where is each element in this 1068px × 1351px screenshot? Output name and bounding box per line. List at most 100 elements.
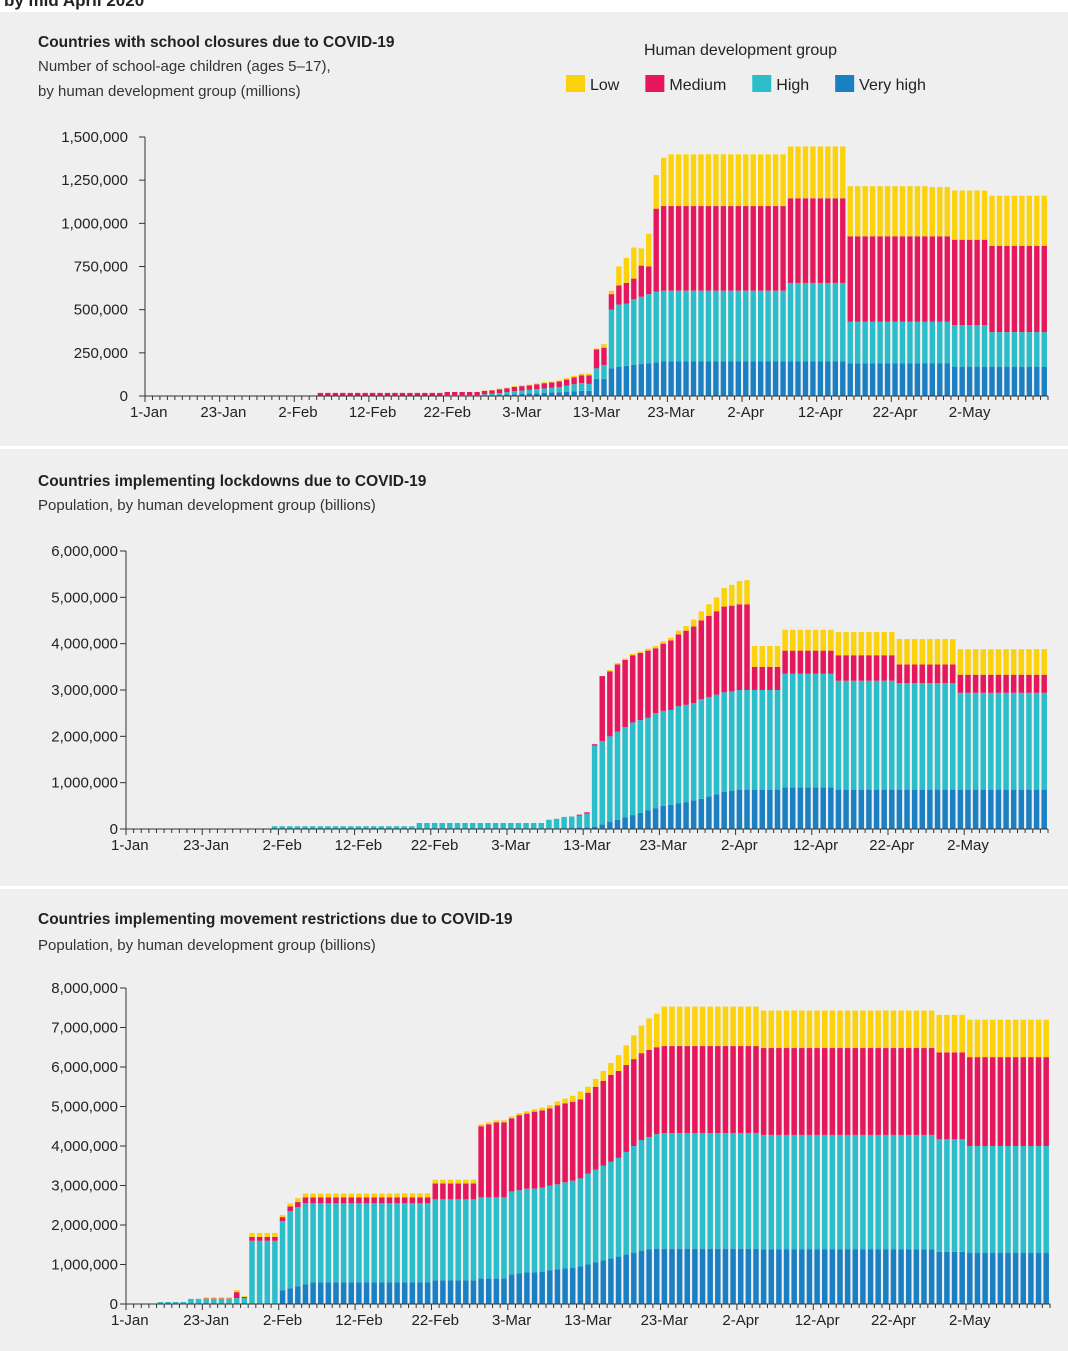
bar-segment [675, 154, 682, 207]
bar-segment [944, 1014, 950, 1053]
bar-segment [883, 1048, 889, 1135]
bar-segment [966, 366, 973, 396]
bar-segment [810, 198, 816, 283]
bar-segment [802, 146, 809, 199]
bar-segment [840, 282, 846, 362]
bar-segment [890, 1249, 897, 1304]
bar-segment [692, 1046, 698, 1133]
bar-segment [363, 826, 369, 829]
bar-segment [898, 1134, 904, 1250]
bar-segment [1026, 692, 1032, 790]
bar-segment [363, 1203, 370, 1283]
bar-segment [981, 366, 988, 396]
bar-segment [653, 1013, 660, 1048]
bar-segment [279, 1290, 286, 1304]
bar-segment [394, 1197, 400, 1204]
bar-segment [789, 673, 796, 788]
bar-segment [862, 236, 868, 322]
bar-segment [858, 655, 865, 681]
bar-segment [858, 632, 865, 656]
bar-segment [653, 174, 659, 209]
bar-segment [745, 1132, 752, 1249]
legend-swatch [835, 75, 855, 92]
bar-segment [241, 1296, 248, 1297]
bar-segment [860, 1010, 866, 1049]
bar-segment [722, 1132, 729, 1249]
y-tick-label: 1,500,000 [61, 129, 128, 146]
bar-segment [729, 791, 735, 829]
bar-segment [730, 1006, 736, 1047]
bar-segment [172, 1302, 179, 1304]
bar-segment [424, 1203, 431, 1283]
bar-segment [890, 1010, 897, 1049]
bar-segment [806, 1134, 813, 1250]
bar-segment [646, 1050, 652, 1137]
bar-segment [386, 1193, 393, 1198]
bar-segment [690, 154, 697, 207]
bar-segment [399, 392, 406, 396]
bar-segment [652, 713, 659, 809]
bar-segment [698, 206, 704, 291]
bar-segment [1018, 674, 1025, 693]
bar-segment [459, 392, 465, 396]
bar-segment [729, 605, 735, 692]
bar-segment [474, 392, 480, 396]
bar-segment [578, 383, 585, 391]
bar-segment [692, 1006, 698, 1047]
bar-segment [485, 1278, 492, 1304]
bar-segment [837, 1048, 843, 1135]
bar-segment [875, 1010, 881, 1049]
bar-segment [866, 789, 872, 829]
bar-segment [531, 1272, 538, 1304]
bar-segment [858, 680, 865, 790]
bar-segment [737, 1006, 744, 1047]
bar-segment [333, 1282, 339, 1304]
bar-segment [767, 690, 773, 790]
bar-segment [735, 154, 741, 207]
bar-segment [965, 692, 971, 790]
bar-segment [928, 1048, 935, 1135]
bar-segment [817, 198, 824, 283]
bar-segment [233, 1298, 240, 1304]
bar-segment [218, 1297, 225, 1299]
bar-segment [959, 1014, 965, 1053]
bar-segment [646, 1136, 652, 1250]
x-tick-label: 23-Mar [641, 1312, 689, 1329]
bar-segment [729, 584, 735, 606]
bar-segment [936, 1251, 943, 1304]
bar-segment [256, 1232, 263, 1237]
bar-segment [957, 692, 964, 790]
bar-segment [1026, 789, 1032, 829]
bar-segment [660, 710, 666, 806]
bar-segment [772, 154, 779, 207]
bar-segment [371, 1203, 377, 1283]
bar-segment [447, 822, 453, 829]
y-tick-label: 6,000,000 [51, 1059, 118, 1076]
bar-segment [927, 683, 933, 790]
bar-segment [1004, 195, 1010, 246]
bar-segment [485, 1124, 492, 1198]
bar-segment [757, 154, 764, 207]
bar-segment [661, 1006, 668, 1047]
bar-segment [571, 391, 577, 396]
bar-segment [356, 1203, 362, 1283]
bar-segment [541, 383, 547, 389]
bar-segment [720, 206, 727, 291]
bar-segment [757, 290, 764, 362]
bar-segment [699, 1006, 706, 1047]
bar-segment [713, 290, 719, 362]
bar-segment [1028, 1019, 1034, 1058]
bar-segment [959, 1251, 965, 1304]
bar-segment [1034, 245, 1040, 333]
bar-segment [653, 1134, 660, 1249]
bar-segment [683, 154, 689, 207]
bar-segment [817, 146, 824, 199]
bar-segment [787, 146, 794, 199]
bar-segment [974, 366, 980, 396]
bar-segment [707, 1006, 713, 1047]
bar-segment [386, 1197, 393, 1204]
bar-segment [952, 366, 958, 396]
bar-segment [668, 154, 674, 207]
bar-segment [576, 814, 583, 816]
bar-segment [881, 680, 887, 790]
